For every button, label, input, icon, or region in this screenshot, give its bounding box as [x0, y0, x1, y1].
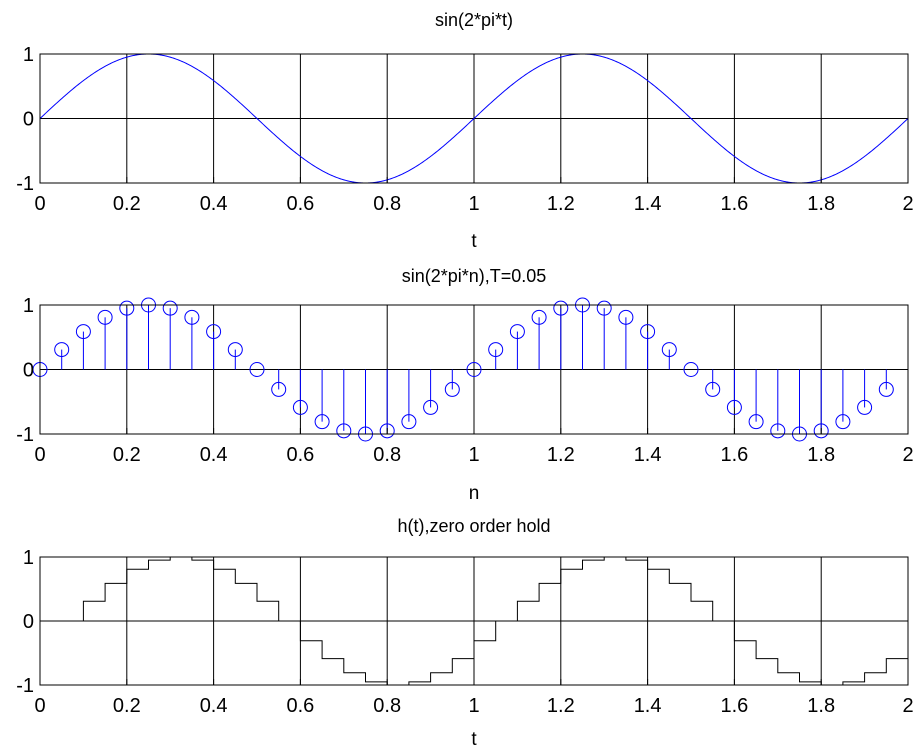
- subplot-3-xtick-label: 1.4: [634, 695, 662, 717]
- subplot-2-ticks: 0 0.2 0.4 0.6 0.8 1 1.2 1.4 1.6 1.8 2-101: [16, 295, 913, 466]
- subplot-3-title: h(t),zero order hold: [397, 516, 550, 536]
- subplot-3-xtick-label: 0.8: [373, 695, 401, 717]
- subplot-1-ytick-label: -1: [16, 173, 34, 195]
- subplot-2-stem-marker: [748, 414, 764, 430]
- subplot-1: sin(2*pi*t) 0 0.2 0.4 0.6 0.8 1 1.2 1.4 1.6 1.8 2 -…: [16, 10, 913, 252]
- subplot-2-stem-marker: [661, 342, 677, 358]
- subplot-2-xlabel: n: [469, 483, 480, 504]
- subplot-2-xtick-label: 1.4: [634, 444, 662, 466]
- subplot-3-xtick-label: 1.8: [807, 695, 835, 717]
- subplot-3-step-line: [61, 556, 909, 686]
- subplot-3-ytick-label: 1: [23, 547, 34, 569]
- subplot-2-stem-marker: [444, 381, 460, 397]
- subplot-3-xtick-label: 2: [902, 695, 913, 717]
- subplot-1-xtick-label: 1.4: [634, 193, 662, 215]
- subplot-2-stem-marker: [683, 362, 699, 377]
- subplot-3-xtick-label: 0.4: [200, 695, 228, 717]
- subplot-3-xtick-label: 1.2: [547, 695, 575, 717]
- subplot-1-title: sin(2*pi*t): [435, 10, 513, 30]
- subplot-2-stem-marker: [705, 381, 721, 397]
- subplot-2-stem-marker: [54, 342, 70, 358]
- subplot-1-ytick-label: 1: [23, 44, 34, 66]
- subplot-2-stem-marker: [596, 300, 612, 316]
- subplot-1-plot-area: [39, 53, 909, 184]
- subplot-2-xtick-label: 0: [34, 444, 45, 466]
- subplot-1-xtick-label: 0: [34, 193, 45, 215]
- subplot-2-stem-marker: [466, 362, 482, 377]
- subplot-2-stem-marker: [553, 300, 569, 316]
- subplot-2-stem-marker: [314, 414, 330, 430]
- subplot-2-stem-marker: [401, 414, 417, 430]
- subplot-1-xtick-label: 0.8: [373, 193, 401, 215]
- subplot-2-stem-marker: [531, 309, 547, 325]
- subplot-1-ticks: 0 0.2 0.4 0.6 0.8 1 1.2 1.4 1.6 1.8 2-101: [16, 44, 913, 215]
- subplot-2-ytick-label: -1: [16, 424, 34, 446]
- subplot-2-xtick-label: 1.8: [807, 444, 835, 466]
- subplot-3-ticks: 0 0.2 0.4 0.6 0.8 1 1.2 1.4 1.6 1.8 2-101: [16, 547, 913, 717]
- subplot-2-stem-marker: [857, 399, 873, 415]
- subplot-3-xtick-label: 0: [34, 695, 45, 717]
- subplot-1-xtick-label: 1.2: [547, 193, 575, 215]
- subplot-2-plot-area: [32, 297, 894, 442]
- subplot-2-stem-marker: [878, 381, 894, 397]
- subplot-2-stem-marker: [271, 381, 287, 397]
- subplot-2-xtick-label: 1.6: [720, 444, 748, 466]
- subplot-1-xlabel: t: [471, 231, 477, 252]
- subplot-3-ytick-label: -1: [16, 675, 34, 697]
- subplot-2-stem-marker: [184, 309, 200, 325]
- subplot-3-plot-area: [61, 556, 909, 686]
- subplot-2-xtick-label: 0.4: [200, 444, 228, 466]
- subplot-2-ytick-label: 0: [23, 360, 34, 382]
- subplot-3-xtick-label: 1: [468, 695, 479, 717]
- subplot-1-xtick-label: 0.6: [286, 193, 314, 215]
- subplot-1-series-line: [39, 53, 909, 184]
- subplot-2-stem-marker: [97, 309, 113, 325]
- subplot-2-title: sin(2*pi*n),T=0.05: [402, 266, 547, 286]
- subplot-3: h(t),zero order hold 0 0.2 0.4 0.6 0.8 1 1.2 1.…: [16, 516, 913, 749]
- subplot-2-xtick-label: 1.2: [547, 444, 575, 466]
- subplot-2-stem-marker: [488, 342, 504, 358]
- subplot-3-xtick-label: 0.6: [286, 695, 314, 717]
- subplot-3-xtick-label: 0.2: [113, 695, 141, 717]
- subplot-2-stem-marker: [227, 342, 243, 358]
- subplot-3-ytick-label: 0: [23, 611, 34, 633]
- subplot-2-xtick-label: 0.8: [373, 444, 401, 466]
- subplot-2-stem-marker: [292, 399, 308, 415]
- subplot-2-xtick-label: 0.6: [286, 444, 314, 466]
- subplot-2-stem-marker: [813, 423, 829, 439]
- subplot-2-stem-marker: [75, 324, 91, 340]
- subplot-2-xtick-label: 1: [468, 444, 479, 466]
- subplot-2-stem-marker: [640, 324, 656, 340]
- subplot-2-xtick-label: 0.2: [113, 444, 141, 466]
- subplot-1-xtick-label: 0.2: [113, 193, 141, 215]
- subplot-2-stem-marker: [249, 362, 265, 377]
- subplot-2: sin(2*pi*n),T=0.05 0 0.2 0.4 0.6 0.8 1 1.2 1.4 1…: [16, 266, 913, 504]
- subplot-3-xtick-label: 1.6: [720, 695, 748, 717]
- subplot-1-ytick-label: 0: [23, 109, 34, 131]
- subplot-2-stem-marker: [618, 309, 634, 325]
- subplot-2-stem-marker: [726, 399, 742, 415]
- subplot-3-xlabel: t: [471, 729, 477, 749]
- subplot-2-stem-marker: [336, 423, 352, 439]
- subplot-2-stem-marker: [770, 423, 786, 439]
- subplot-1-xtick-label: 2: [902, 193, 913, 215]
- subplot-2-stem-marker: [206, 324, 222, 340]
- subplot-2-stem-marker: [835, 414, 851, 430]
- subplot-2-stem-marker: [162, 300, 178, 316]
- subplot-2-stem-marker: [119, 300, 135, 316]
- subplot-1-xtick-label: 1: [468, 193, 479, 215]
- subplot-2-stem-marker: [509, 324, 525, 340]
- subplot-2-ytick-label: 1: [23, 295, 34, 317]
- subplot-2-xtick-label: 2: [902, 444, 913, 466]
- subplot-1-xtick-label: 0.4: [200, 193, 228, 215]
- subplot-2-stem-marker: [423, 399, 439, 415]
- subplot-2-stem-marker: [379, 423, 395, 439]
- subplot-1-xtick-label: 1.8: [807, 193, 835, 215]
- subplot-1-xtick-label: 1.6: [720, 193, 748, 215]
